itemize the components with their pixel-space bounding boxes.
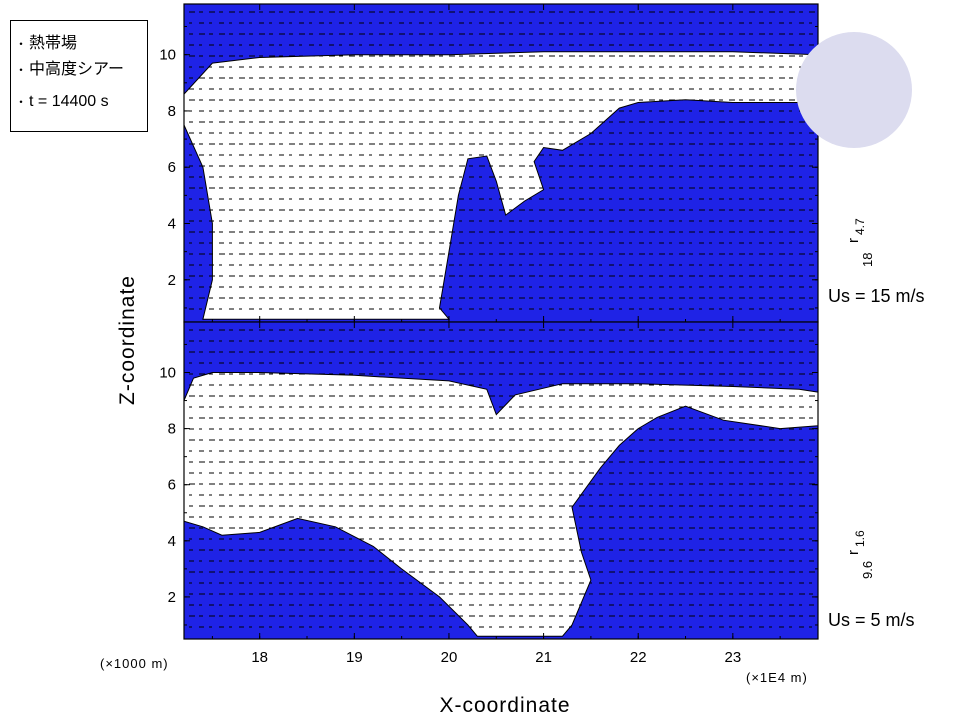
y-tick-label: 6 bbox=[168, 159, 176, 176]
contour-label-bottom: r 1.6 9.6 bbox=[845, 530, 875, 579]
white-region-bottom bbox=[184, 372, 818, 637]
axes: 2 4 6 8 10 2 4 6 8 10 18 19 20 21 22 23 bbox=[159, 4, 818, 666]
vector-field-bottom bbox=[189, 329, 815, 628]
y-tick-label: 2 bbox=[168, 272, 176, 289]
y-tick-label: 6 bbox=[168, 477, 176, 494]
contour-label-top: r 4.7 18 bbox=[845, 218, 875, 267]
contour-symbol: r bbox=[845, 550, 862, 555]
legend-item-field: ・熱帯場 bbox=[15, 35, 78, 52]
x-tick-label: 21 bbox=[535, 649, 552, 666]
contour-subscript: 1.6 bbox=[853, 530, 867, 547]
panel-top bbox=[183, 3, 819, 323]
vector-field-top bbox=[189, 11, 815, 310]
contour-index: 9.6 bbox=[860, 561, 875, 579]
x-unit-left: (×1000 m) bbox=[100, 656, 169, 671]
y-tick-label: 10 bbox=[159, 47, 176, 64]
white-region-top bbox=[184, 51, 818, 320]
legend-item-shear: ・中高度シアー bbox=[15, 61, 125, 78]
y-tick-label: 4 bbox=[168, 216, 176, 233]
contour-labels: r 4.7 18 r 1.6 9.6 bbox=[845, 218, 875, 579]
contour-symbol: r bbox=[845, 238, 862, 243]
legend-box: ・熱帯場 ・中高度シアー ・ t = 14400 s bbox=[10, 20, 148, 132]
x-unit-right: (×1E4 m) bbox=[746, 670, 808, 685]
x-axis-label: X-coordinate bbox=[439, 694, 570, 717]
shear-label-bottom: Us = 5 m/s bbox=[828, 610, 915, 630]
x-tick-label: 23 bbox=[724, 649, 741, 666]
y-axis-label: Z-coordinate bbox=[116, 275, 139, 405]
y-tick-label: 8 bbox=[168, 421, 176, 438]
plot-panels bbox=[183, 3, 819, 640]
decorative-circle bbox=[796, 32, 912, 148]
legend-item-time: ・ t = 14400 s bbox=[15, 93, 109, 110]
shear-label-top: Us = 15 m/s bbox=[828, 286, 925, 306]
panel-frame-bottom bbox=[183, 321, 819, 640]
y-tick-label: 4 bbox=[168, 533, 176, 550]
x-tick-label: 19 bbox=[346, 649, 363, 666]
y-tick-label: 2 bbox=[168, 589, 176, 606]
contour-subscript: 4.7 bbox=[853, 218, 867, 235]
y-tick-label: 10 bbox=[159, 364, 176, 381]
panel-bottom bbox=[183, 321, 819, 640]
contour-index: 18 bbox=[860, 253, 875, 267]
y-tick-label: 8 bbox=[168, 103, 176, 120]
x-tick-label: 20 bbox=[441, 649, 458, 666]
x-tick-label: 18 bbox=[251, 649, 268, 666]
x-tick-label: 22 bbox=[630, 649, 647, 666]
